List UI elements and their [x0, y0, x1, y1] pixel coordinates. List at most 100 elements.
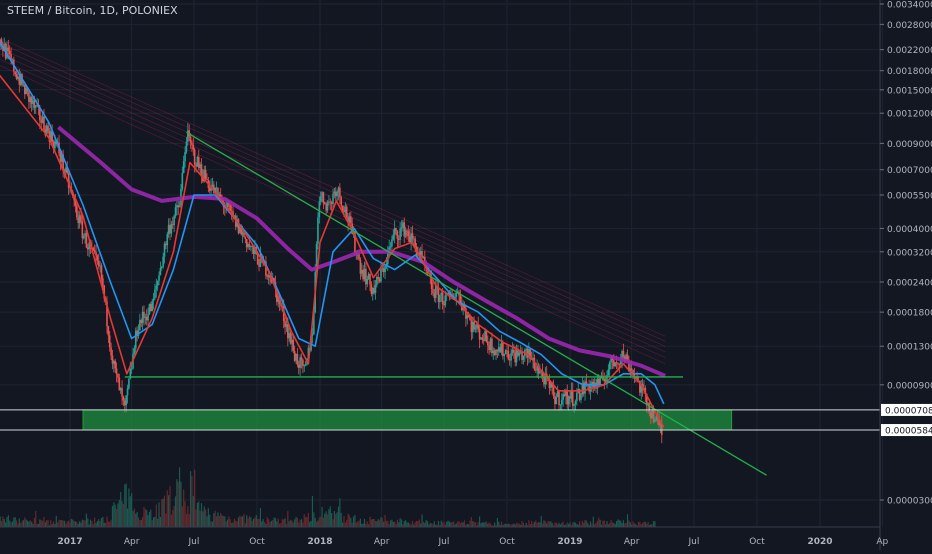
candle-body: [15, 74, 18, 79]
candle-body: [288, 333, 290, 339]
candle-body: [184, 151, 186, 161]
volume-bar: [72, 519, 74, 527]
candle-body: [397, 239, 400, 240]
volume-bar: [539, 522, 541, 527]
volume-bar: [403, 520, 405, 527]
volume-bar: [320, 516, 322, 527]
candle-body: [622, 351, 625, 357]
volume-bar: [261, 521, 263, 527]
candle-body: [100, 265, 103, 279]
candle-body: [193, 149, 196, 165]
volume-bar: [369, 516, 371, 527]
candle-body: [125, 395, 127, 406]
ema-slow-line: [0, 41, 665, 405]
candle-body: [117, 373, 119, 378]
volume-bar: [47, 520, 49, 527]
candle-body: [389, 246, 392, 248]
volume-bar: [344, 522, 346, 527]
volume-bar: [59, 519, 62, 527]
volume-bar: [578, 521, 581, 527]
volume-bar: [599, 519, 601, 527]
volume-bar: [88, 524, 90, 527]
volume-bar: [620, 520, 622, 527]
volume-bar: [414, 522, 416, 527]
volume-bar: [347, 513, 349, 527]
volume-bar: [268, 519, 270, 527]
volume-bar: [373, 518, 375, 527]
candle-body: [139, 319, 141, 331]
volume-bar: [384, 514, 386, 527]
volume-bar: [433, 521, 435, 527]
volume-bar: [148, 511, 151, 527]
volume-bar: [574, 522, 577, 527]
volume-bar: [637, 521, 640, 527]
candle-body: [499, 347, 501, 353]
volume-bar: [118, 500, 120, 527]
candle-body: [347, 216, 349, 223]
volume-bar: [289, 519, 292, 527]
candle-body: [170, 224, 173, 234]
candle-body: [10, 54, 12, 61]
candle-body: [439, 294, 441, 303]
volume-bar: [528, 520, 530, 527]
candle-body: [467, 315, 470, 318]
candle-body: [269, 275, 271, 278]
candle-body: [588, 383, 590, 392]
volume-bar: [451, 522, 453, 527]
candle-body: [503, 354, 506, 357]
candle-body: [525, 348, 527, 351]
volume-bar: [483, 522, 485, 527]
volume-bar: [581, 520, 583, 527]
candle-body: [177, 205, 180, 208]
candle-body: [377, 276, 380, 279]
volume-bar: [324, 513, 326, 527]
volume-bar: [184, 501, 186, 527]
volume-bar: [559, 524, 562, 527]
candle-body: [548, 380, 551, 388]
candle-body: [608, 362, 611, 370]
candle-body: [311, 334, 314, 336]
candle-body: [582, 383, 585, 394]
volume-bar: [473, 522, 475, 527]
candle-body: [544, 373, 547, 385]
volume-bar: [583, 522, 585, 527]
moving-averages-layer: [0, 37, 666, 428]
volume-bar: [169, 486, 171, 527]
candle-body: [378, 278, 381, 282]
volume-bar: [340, 512, 342, 527]
candle-body: [244, 236, 247, 240]
volume-bar: [10, 522, 12, 527]
y-tick-label: 0.00280000: [887, 21, 932, 31]
trendlines-layer: [0, 131, 880, 476]
candle-body: [632, 369, 634, 374]
volume-bar: [502, 525, 504, 527]
fan-line: [0, 65, 666, 365]
candle-body: [322, 192, 325, 203]
volume-bar: [96, 521, 98, 527]
volume-bar: [374, 520, 377, 527]
volume-bar: [262, 519, 264, 527]
candle-body: [489, 338, 492, 350]
volume-bar: [40, 520, 42, 527]
volume-bar: [381, 518, 383, 527]
volume-bar: [500, 521, 503, 527]
candle-body: [507, 351, 510, 360]
candle-body: [629, 368, 632, 372]
candle-body: [108, 335, 111, 348]
candle-body: [477, 324, 480, 330]
volume-bar: [7, 515, 9, 527]
volume-bar: [315, 521, 318, 527]
candle-body: [556, 390, 559, 397]
candle-body: [559, 404, 562, 406]
candle-body: [340, 197, 343, 206]
candle-body: [277, 296, 280, 302]
volume-bar: [470, 517, 472, 527]
candle-body: [85, 233, 88, 248]
volume-bar: [147, 515, 149, 527]
volume-bar: [533, 521, 535, 527]
volume-bar: [81, 519, 83, 527]
candle-body: [418, 252, 421, 256]
volume-bar: [472, 521, 474, 527]
volume-bar: [328, 509, 330, 527]
